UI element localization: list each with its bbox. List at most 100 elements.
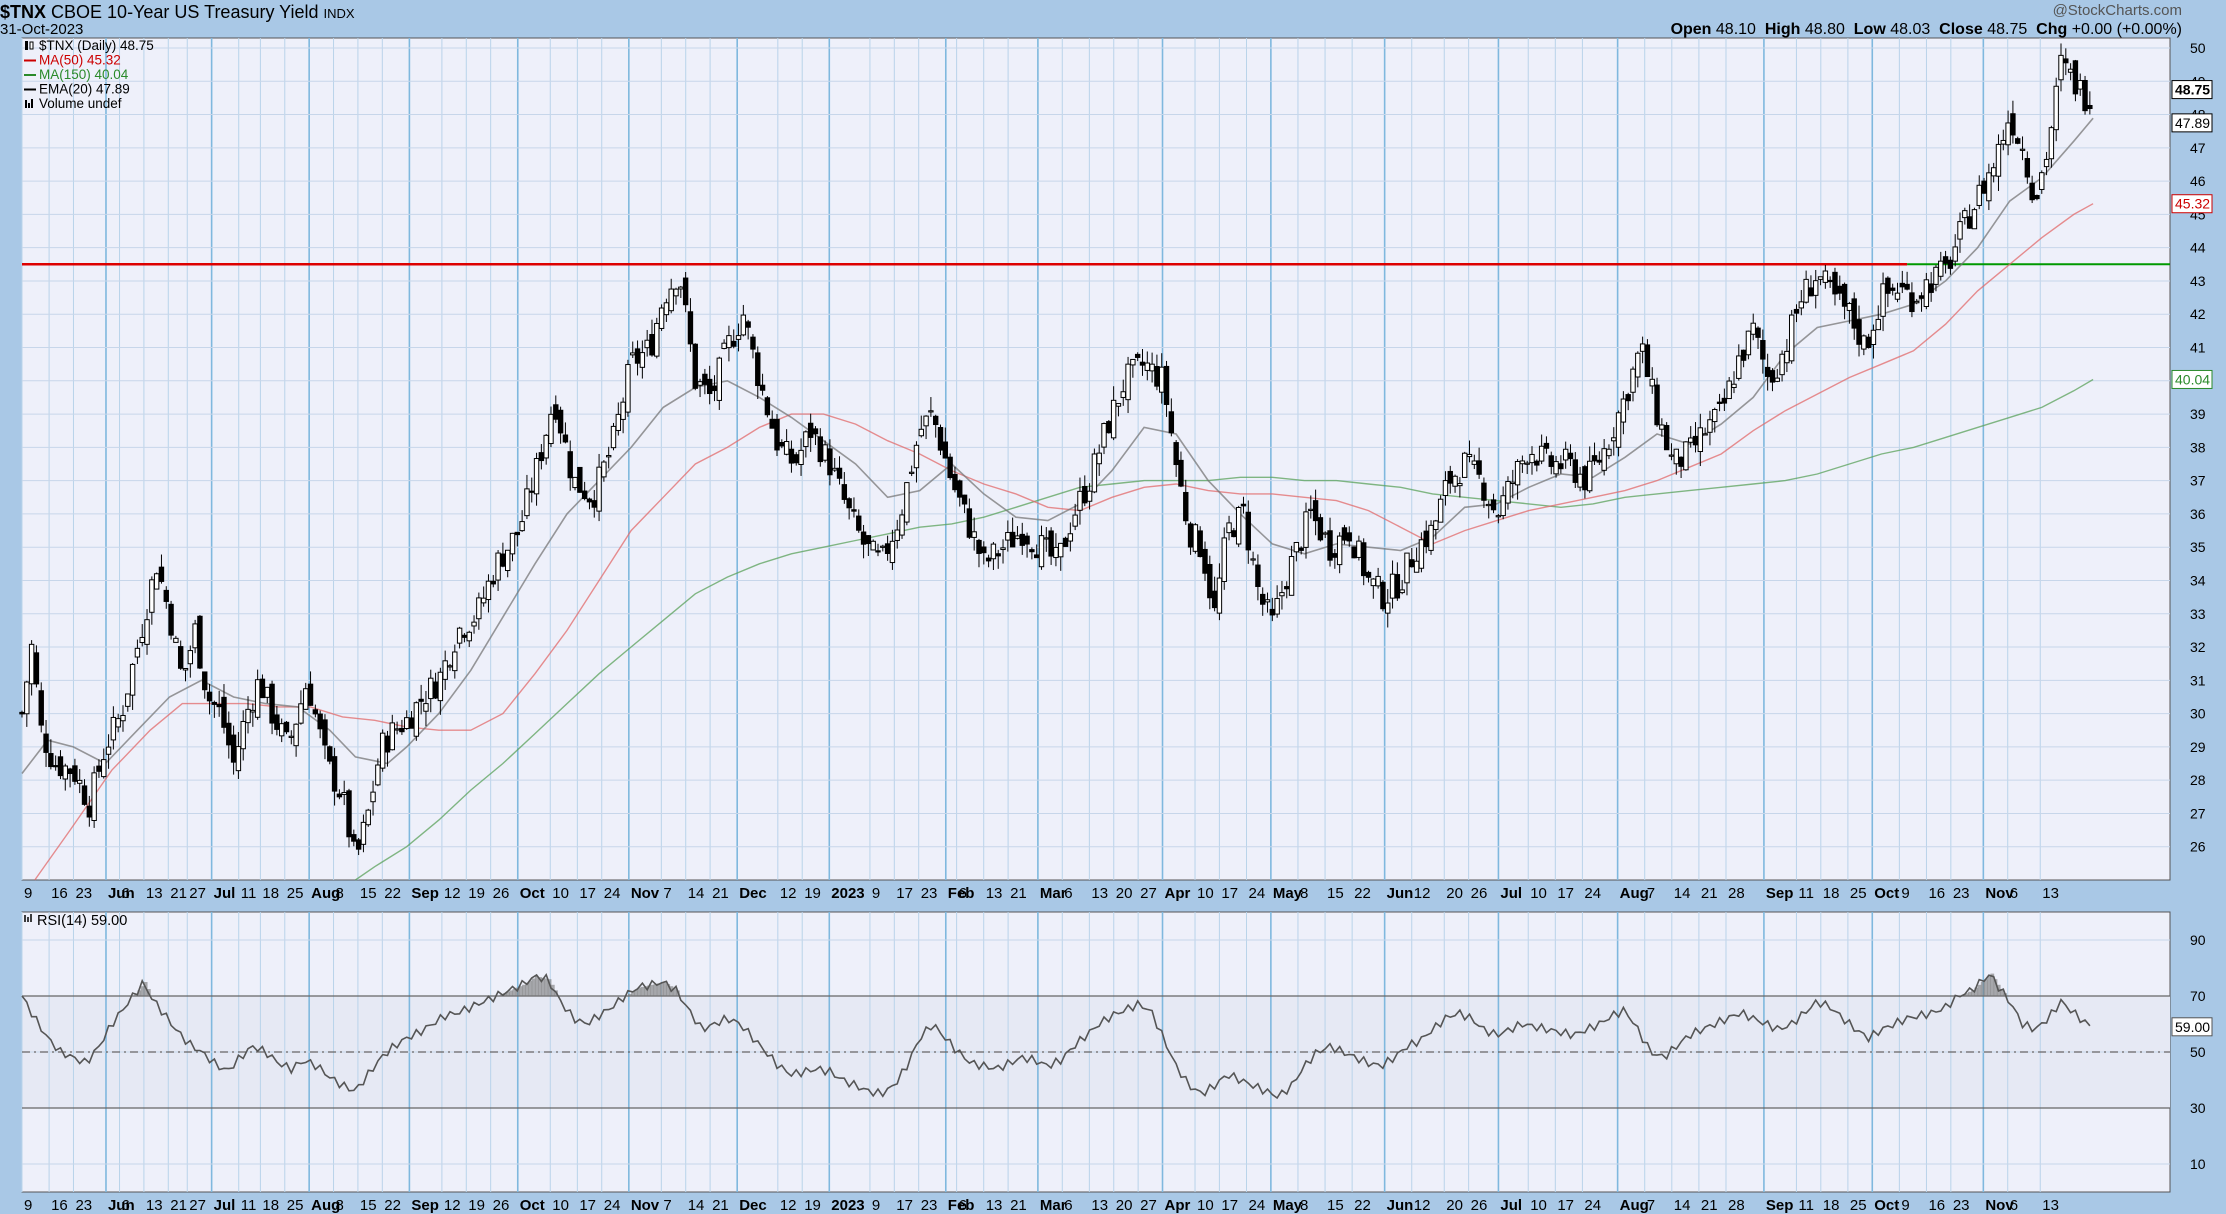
bars-icon xyxy=(31,99,33,108)
candle-down xyxy=(1678,456,1684,467)
candle-icon xyxy=(25,41,28,50)
legend-label: MA(150) 40.04 xyxy=(39,67,129,82)
rsi-x-axis-label: 25 xyxy=(1850,1197,1867,1214)
x-axis-label: May xyxy=(1273,885,1303,902)
candle-up xyxy=(129,663,136,696)
rsi-overbought-fill xyxy=(544,978,549,996)
candle-up xyxy=(2039,172,2045,190)
rsi-overbought-fill xyxy=(499,994,504,996)
candle-up xyxy=(149,579,155,613)
candle-up xyxy=(1659,424,1665,430)
price-tick-label: 28 xyxy=(2190,772,2206,788)
candle-up xyxy=(1356,540,1362,558)
candle-down xyxy=(933,415,939,426)
candle-up xyxy=(990,543,997,560)
candle-up xyxy=(1053,546,1059,559)
candle-down xyxy=(2029,182,2035,201)
rsi-x-axis-label: 6 xyxy=(959,1197,967,1214)
x-axis-label: 17 xyxy=(1221,885,1238,902)
rsi-overbought-fill xyxy=(663,982,667,996)
candle-up xyxy=(471,621,477,627)
candle-down xyxy=(1663,425,1670,451)
candle-down xyxy=(1572,459,1578,483)
rsi-x-axis-label: 10 xyxy=(1197,1197,1214,1214)
candle-up xyxy=(644,339,650,349)
candle-up xyxy=(601,461,607,478)
price-tick-label: 39 xyxy=(2190,406,2206,422)
candle-down xyxy=(2087,104,2093,110)
x-axis-label: Aug xyxy=(1620,885,1649,902)
candle-up xyxy=(1952,246,1958,262)
candle-down xyxy=(197,615,203,669)
candle-down xyxy=(283,721,290,733)
candle-down xyxy=(2024,158,2031,178)
candle-up xyxy=(1308,508,1314,511)
rsi-x-axis-label: 23 xyxy=(921,1197,938,1214)
candle-down xyxy=(812,428,819,435)
candle-down xyxy=(1033,554,1040,559)
candle-down xyxy=(1332,553,1338,558)
candle-up xyxy=(1101,423,1107,448)
candle-down xyxy=(1163,365,1170,405)
candle-down xyxy=(1029,549,1035,553)
candle-up xyxy=(288,735,295,738)
candle-down xyxy=(692,343,698,389)
rsi-x-axis-label: 15 xyxy=(1327,1197,1344,1214)
candle-up xyxy=(341,792,347,795)
candle-up xyxy=(1846,303,1853,311)
candle-up xyxy=(1418,539,1425,569)
candle-up xyxy=(1803,278,1809,303)
price-tag-box xyxy=(2171,369,2213,389)
candle-up xyxy=(1192,524,1199,552)
candle-up xyxy=(1385,602,1391,614)
candle-up xyxy=(1264,599,1271,603)
candle-up xyxy=(918,428,924,437)
rsi-x-axis-label: Oct xyxy=(520,1197,545,1214)
rsi-x-axis-label: 17 xyxy=(1221,1197,1238,1214)
candle-down xyxy=(269,683,275,724)
candle-down xyxy=(2082,79,2088,112)
candle-up xyxy=(1524,462,1530,465)
rsi-overbought-fill xyxy=(637,987,642,996)
candle-down xyxy=(81,785,88,805)
low-value: 48.03 xyxy=(1890,21,1931,38)
rsi-x-axis-label: 24 xyxy=(1584,1197,1601,1214)
candle-up xyxy=(1471,460,1478,465)
candle-up xyxy=(1923,279,1930,307)
price-tick-label: 47 xyxy=(2190,140,2206,156)
x-axis-label: Sep xyxy=(411,885,439,902)
candle-down xyxy=(336,793,343,798)
candle-up xyxy=(783,441,790,455)
price-tag-label: 40.04 xyxy=(2175,371,2210,387)
candle-down xyxy=(1168,411,1175,434)
candle-up xyxy=(120,714,126,722)
rsi-x-axis-label: Jul xyxy=(1500,1197,1522,1214)
candle-down xyxy=(1947,259,1954,269)
candle-up xyxy=(1442,480,1449,496)
candle-up xyxy=(1096,452,1102,465)
price-tick-label: 37 xyxy=(2190,473,2206,489)
candle-up xyxy=(678,286,684,290)
rsi-x-axis-label: Mar xyxy=(1040,1197,1067,1214)
candle-down xyxy=(1197,530,1203,558)
candle-up xyxy=(428,677,434,700)
candle-up xyxy=(1235,506,1242,545)
candle-down xyxy=(384,735,391,753)
candle-down xyxy=(206,691,213,702)
rsi-x-axis-label: 7 xyxy=(663,1197,671,1214)
candle-down xyxy=(1827,279,1833,283)
candle-down xyxy=(312,709,319,715)
price-tick-label: 27 xyxy=(2190,805,2206,821)
candle-down xyxy=(1981,180,1987,194)
candle-up xyxy=(125,693,131,707)
price-tag-label: 47.89 xyxy=(2175,115,2210,131)
candle-down xyxy=(1755,327,1761,338)
rsi-overbought-fill xyxy=(522,984,526,996)
x-axis-label: 25 xyxy=(287,885,304,902)
candle-up xyxy=(716,357,722,401)
candle-down xyxy=(1380,581,1386,610)
rsi-x-axis-label: 19 xyxy=(468,1197,485,1214)
price-tag-box xyxy=(2171,80,2213,100)
candle-up xyxy=(1115,403,1122,407)
candle-down xyxy=(1269,608,1276,616)
